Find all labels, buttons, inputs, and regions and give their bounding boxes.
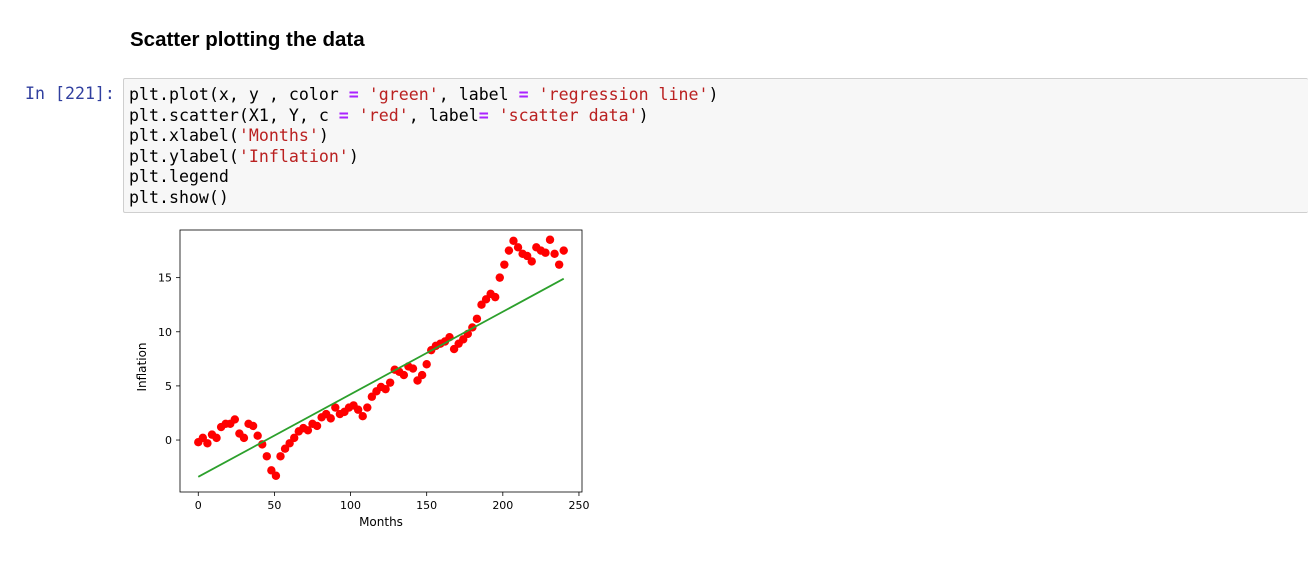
scatter-point — [472, 314, 482, 323]
code-text: plt.scatter(X1, Y, c — [129, 105, 339, 125]
scatter-point — [203, 439, 212, 448]
code-text: , label — [408, 105, 479, 125]
cell-prompt: In [221]: — [25, 84, 115, 103]
code-string: 'Months' — [238, 126, 319, 145]
scatter-point — [513, 243, 523, 252]
scatter-point — [312, 421, 322, 431]
code-operator: = — [478, 105, 489, 125]
scatter-point — [417, 370, 427, 380]
scatter-point — [353, 405, 363, 414]
y-tick-label: 5 — [165, 380, 172, 393]
code-line: plt.scatter(X1, Y, c = 'red', label= 'sc… — [129, 106, 649, 125]
scatter-point — [326, 414, 335, 423]
scatter-point — [271, 471, 281, 480]
code-text: ) — [348, 146, 359, 166]
scatter-point — [258, 440, 267, 449]
scatter-point — [253, 431, 262, 440]
x-axis-ticks: 0 50 100 150 200 250 — [195, 492, 589, 512]
scatter-point — [363, 403, 372, 412]
code-text — [349, 106, 359, 125]
scatter-point — [504, 246, 514, 255]
code-string: 'regression line' — [538, 85, 709, 104]
y-tick-label: 15 — [158, 272, 172, 285]
code-line: plt.xlabel('Months') — [129, 126, 329, 145]
scatter-point — [290, 433, 299, 443]
code-text — [359, 85, 369, 104]
scatter-point — [212, 433, 221, 443]
x-tick-label: 200 — [492, 499, 513, 512]
scatter-chart: 0 50 100 150 200 250 0 5 10 15 Months Inflation — [135, 229, 589, 529]
scatter-point — [545, 235, 555, 244]
code-string: 'Inflation' — [238, 146, 349, 166]
code-text: plt.plot(x, y , color — [129, 85, 349, 104]
scatter-point — [331, 403, 340, 412]
scatter-point — [559, 246, 568, 255]
scatter-point — [422, 360, 431, 369]
x-tick-label: 50 — [267, 499, 281, 512]
code-editor[interactable]: plt.plot(x, y , color = 'green', label =… — [129, 85, 719, 208]
code-operator: = — [518, 85, 529, 104]
x-axis-label: Months — [359, 515, 403, 529]
scatter-point — [239, 433, 249, 443]
code-text — [489, 106, 499, 125]
y-axis-label: Inflation — [135, 342, 149, 391]
code-text — [529, 85, 539, 104]
scatter-point — [381, 384, 390, 394]
plot-frame — [179, 229, 583, 493]
scatter-point — [495, 273, 504, 282]
regression-line — [197, 277, 565, 478]
x-tick-label: 100 — [340, 499, 361, 512]
code-text: plt.show() — [129, 187, 229, 207]
code-operator: = — [348, 85, 359, 104]
scatter-point — [550, 249, 559, 259]
scatter-point — [399, 370, 409, 380]
section-heading: Scatter plotting the data — [130, 28, 365, 51]
scatter-point — [358, 412, 367, 421]
scatter-point — [509, 236, 518, 246]
code-text: , label — [438, 85, 519, 104]
scatter-point — [385, 378, 395, 387]
scatter-points — [194, 235, 568, 480]
code-text: plt.legend — [129, 167, 229, 186]
x-tick-label: 250 — [568, 499, 589, 512]
code-line: plt.legend — [129, 167, 229, 186]
y-tick-label: 0 — [165, 434, 172, 447]
code-string: 'scatter data' — [498, 105, 639, 125]
code-line: plt.show() — [129, 188, 229, 207]
code-string: 'green' — [368, 85, 439, 104]
code-text: ) — [318, 126, 329, 145]
scatter-point — [248, 421, 258, 431]
code-text: plt.xlabel( — [129, 126, 239, 145]
scatter-point — [262, 452, 271, 461]
code-operator: = — [338, 105, 349, 125]
y-tick-label: 10 — [158, 326, 172, 339]
y-axis-ticks: 0 5 10 15 — [158, 272, 180, 447]
code-text: plt.ylabel( — [129, 146, 239, 166]
scatter-point — [554, 260, 564, 269]
scatter-point — [408, 364, 418, 373]
x-tick-label: 0 — [195, 499, 202, 512]
code-line: plt.ylabel('Inflation') — [129, 147, 359, 166]
scatter-point — [500, 260, 509, 269]
scatter-point — [527, 257, 536, 266]
scatter-point — [230, 415, 240, 424]
code-text: ) — [638, 105, 649, 125]
code-text: ) — [708, 85, 719, 104]
scatter-point — [541, 248, 550, 257]
x-tick-label: 150 — [416, 499, 437, 512]
scatter-point — [276, 452, 285, 461]
scatter-point — [303, 426, 313, 435]
scatter-point — [491, 292, 500, 302]
output-area: 0 50 100 150 200 250 0 5 10 15 Months Inflation — [130, 222, 600, 546]
code-string: 'red' — [358, 105, 409, 125]
code-cell[interactable]: plt.plot(x, y , color = 'green', label =… — [123, 78, 1308, 213]
code-line: plt.plot(x, y , color = 'green', label =… — [129, 85, 719, 104]
